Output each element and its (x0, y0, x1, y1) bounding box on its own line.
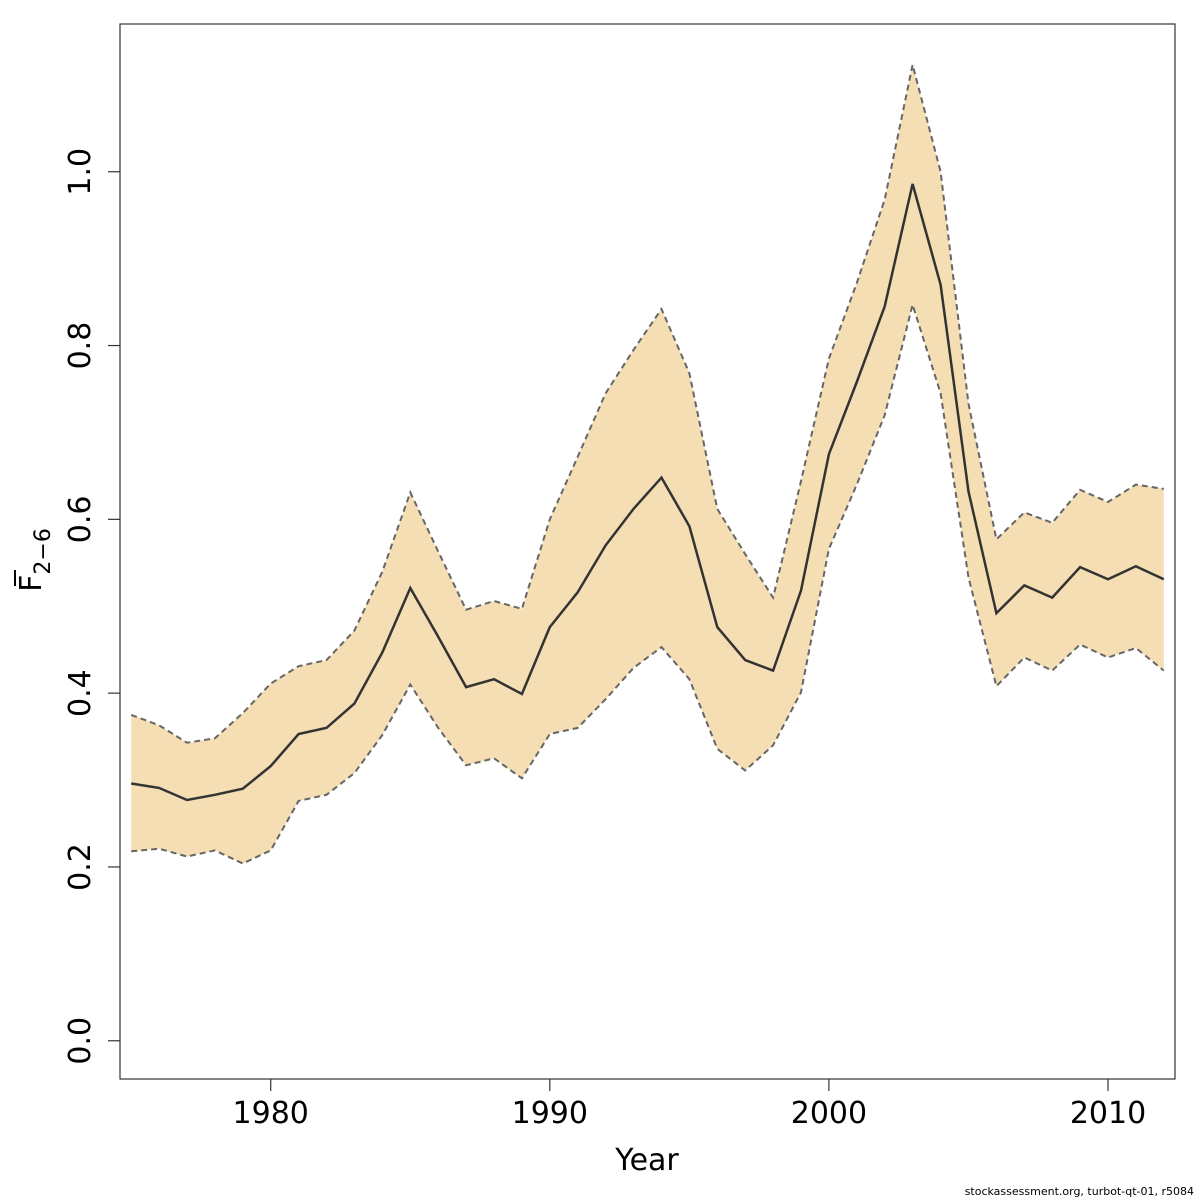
x-axis-title: Year (614, 1143, 679, 1178)
y-axis-title-subscript: 2−6 (31, 528, 56, 574)
lower-bound-line (131, 301, 1165, 865)
x-tick-label: 2000 (791, 1096, 867, 1131)
y-axis-title-main: F (14, 575, 49, 592)
x-axis: 1980 1990 2000 2010 (233, 1079, 1146, 1131)
estimate-line (131, 183, 1165, 802)
y-tick-label: 1.0 (63, 148, 98, 196)
upper-bound-line (130, 64, 1164, 744)
y-tick-label: 0.4 (63, 669, 98, 717)
y-tick-label: 0.8 (63, 322, 98, 370)
plot-frame (119, 23, 1176, 1080)
confidence-band (131, 64, 1164, 864)
y-tick-label: 0.2 (63, 843, 98, 891)
y-tick-label: 0.6 (63, 495, 98, 543)
x-tick-label: 1990 (512, 1096, 588, 1131)
x-tick-label: 2010 (1070, 1096, 1146, 1131)
y-axis-title: F2−6 (14, 528, 56, 592)
y-tick-label: 0.0 (63, 1017, 98, 1065)
x-tick-label: 1980 (233, 1096, 309, 1131)
footer-credit: stockassessment.org, turbot-qt-01, r5084 (964, 1185, 1194, 1198)
svg-text:F2−6: F2−6 (14, 528, 56, 592)
y-axis: 0.0 0.2 0.4 0.6 0.8 1.0 (63, 148, 120, 1065)
